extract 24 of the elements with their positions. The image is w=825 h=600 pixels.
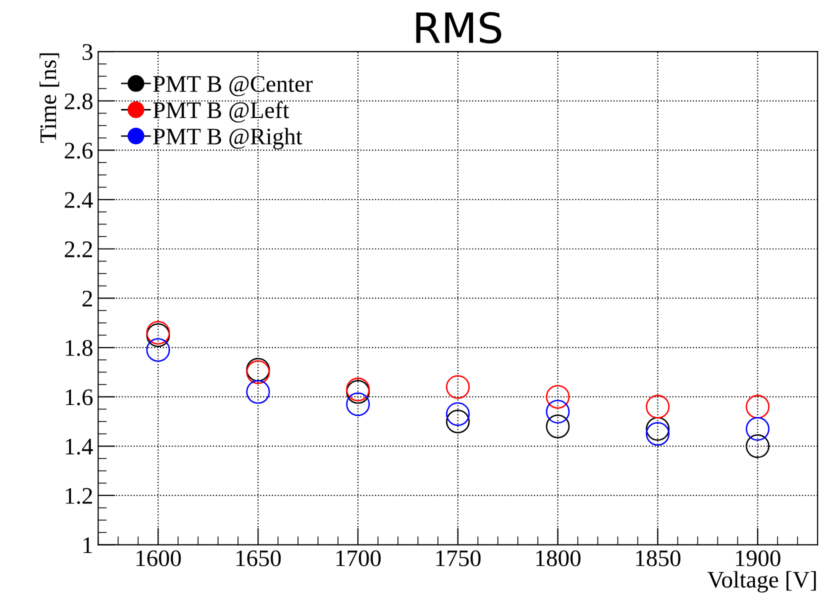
y-tick-label: 1 [84, 537, 92, 553]
y-tick-label: 2.4 [64, 192, 93, 208]
y-tick-label: 2.6 [64, 142, 93, 159]
legend-label: PMT B @Right [153, 128, 302, 150]
y-axis-title: Time [ns] [40, 53, 60, 143]
x-tick-label: 1800 [536, 550, 581, 566]
x-tick-label: 1900 [736, 550, 780, 566]
y-tick-label: 2.8 [64, 93, 92, 110]
y-tick-label: 1.6 [66, 389, 93, 406]
x-tick-label: 1700 [336, 550, 381, 566]
y-tick-label: 1.2 [66, 488, 92, 504]
y-tick-label: 1.8 [66, 340, 92, 356]
y-tick-label: 1.4 [66, 438, 93, 455]
y-tick-label: 2.2 [64, 241, 92, 258]
legend-label: PMT B @Left [153, 101, 290, 123]
x-tick-label: 1650 [236, 550, 281, 566]
legend-label: PMT B @Center [153, 76, 313, 96]
y-tick-label: 3 [82, 44, 92, 60]
x-tick-label: 1750 [436, 550, 481, 566]
chart-title: RMS [416, 12, 502, 44]
y-tick-label: 2 [82, 290, 92, 306]
x-axis-title: Voltage [V] [707, 571, 816, 593]
x-tick-label: 1600 [136, 550, 181, 566]
x-tick-label: 1850 [636, 550, 680, 566]
